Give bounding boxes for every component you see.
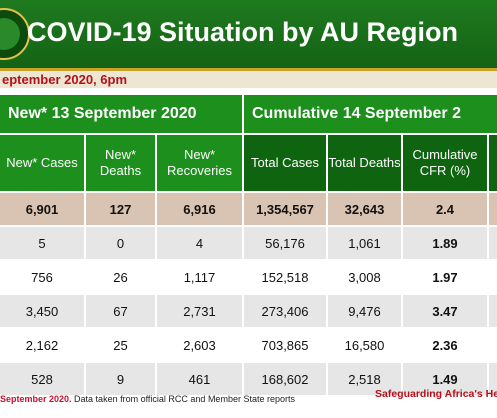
table-cell: 2.4 [403,193,487,225]
table-cell-cut [489,261,497,293]
table-cell: 32,643 [328,193,401,225]
table-cell: 1,117 [157,261,242,293]
table-cell: 2,518 [328,363,401,395]
table-cell: 16,580 [328,329,401,361]
table-cell: 127 [86,193,155,225]
table-cell: 6,901 [0,193,84,225]
table-cell: 9 [86,363,155,395]
footnote-source: Data taken from official RCC and Member … [71,394,295,404]
col-header-total-deaths: Total Deaths [328,135,401,191]
table-cell: 1.97 [403,261,487,293]
table-cell-cut [489,193,497,225]
table-cell: 2,603 [157,329,242,361]
african-union-emblem-icon [0,8,30,60]
table-cell: 152,518 [244,261,326,293]
table-cell: 1,061 [328,227,401,259]
table-cell-cut [489,329,497,361]
table-cell: 168,602 [244,363,326,395]
table-cell: 3,008 [328,261,401,293]
table-cell-cut [489,295,497,327]
table-cell: 756 [0,261,84,293]
table-cell: 5 [0,227,84,259]
cumulative-group-header: Cumulative 14 September 2 [244,95,497,133]
table-cell: 461 [157,363,242,395]
table-cell: 9,476 [328,295,401,327]
table-cell: 2,162 [0,329,84,361]
table-cell: 1,354,567 [244,193,326,225]
source-footnote: September 2020. Data taken from official… [0,392,497,406]
table-cell: 2.36 [403,329,487,361]
table-cell: 703,865 [244,329,326,361]
table-cell-cut [489,227,497,259]
table-cell: 528 [0,363,84,395]
table-cell: 67 [86,295,155,327]
gold-divider [0,68,497,71]
col-header-cfr: Cumulative CFR (%) [403,135,487,191]
table-cell: 1.49 [403,363,487,395]
table-cell: 3,450 [0,295,84,327]
table-cell: 25 [86,329,155,361]
col-header-new-recoveries: New* Recoveries [157,135,242,191]
new-group-header: New* 13 September 2020 [0,95,242,133]
table-cell: 26 [86,261,155,293]
table-cell: 1.89 [403,227,487,259]
table-cell: 56,176 [244,227,326,259]
title-bar: COVID-19 Situation by AU Region [0,0,497,68]
col-header-new-deaths: New* Deaths [86,135,155,191]
footnote-date: September 2020. [0,394,72,404]
col-header-new-cases: New* Cases [0,135,84,191]
table-cell-cut [489,363,497,395]
col-header-total-cases: Total Cases [244,135,326,191]
table-cell: 2,731 [157,295,242,327]
col-header-cut [489,135,497,191]
table-cell: 273,406 [244,295,326,327]
table-cell: 6,916 [157,193,242,225]
table-cell: 4 [157,227,242,259]
region-table: New* 13 September 2020 Cumulative 14 Sep… [0,95,497,395]
date-subtitle: eptember 2020, 6pm [0,71,497,88]
tagline: Safeguarding Africa's Healt [375,388,497,400]
table-cell: 3.47 [403,295,487,327]
table-cell: 0 [86,227,155,259]
page-title: COVID-19 Situation by AU Region [27,17,459,47]
